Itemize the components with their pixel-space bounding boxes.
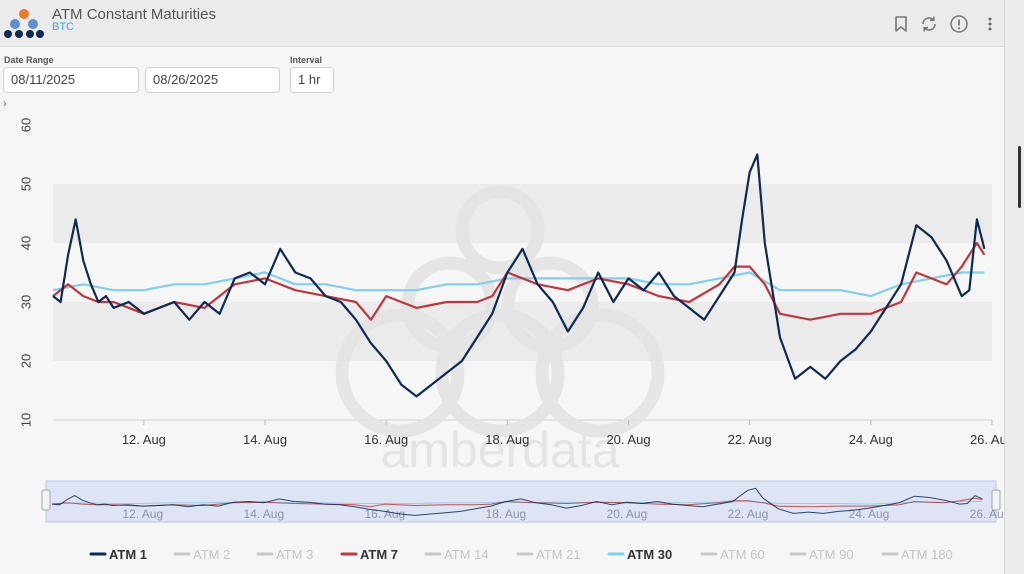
widget-title: ATM Constant Maturities [52,6,216,23]
legend-item-atm-90[interactable]: ATM 90 [789,547,854,562]
navigator[interactable]: 12. Aug 14. Aug 16. Aug 18. Aug 20. Aug 22. A… [41,480,1004,523]
interval-select[interactable]: 1 hr [290,67,334,93]
y-tick-label: 50 [18,177,33,191]
more-vertical-icon[interactable] [980,14,1000,34]
y-tick-label: 10 [18,413,33,427]
navigator-tick-label: 14. Aug [243,507,284,521]
legend-label: ATM 60 [720,547,765,562]
legend-label: ATM 30 [627,547,672,562]
y-tick-label: 30 [18,295,33,309]
series-lines [52,153,986,398]
series-line-atm-1 [52,153,986,398]
bookmark-icon[interactable] [891,14,911,34]
y-tick-label: 20 [18,354,33,368]
refresh-icon[interactable] [919,14,939,34]
legend-item-atm-14[interactable]: ATM 14 [424,547,489,562]
info-icon[interactable] [949,14,969,34]
legend-label: ATM 21 [536,547,581,562]
legend: ATM 1 ATM 2 ATM 3 ATM 7 ATM 14 ATM 21 ATM 30 AT… [89,547,953,562]
start-date-input[interactable]: 08/11/2025 [3,67,139,93]
legend-label: ATM 3 [276,547,313,562]
interval-label: Interval [290,55,323,65]
navigator-handle-left[interactable] [41,489,51,511]
x-tick-label: 22. Aug [728,432,772,447]
end-date-input[interactable]: 08/26/2025 [145,67,280,93]
x-tick-label: 16. Aug [364,432,408,447]
legend-item-atm-2[interactable]: ATM 2 [173,547,230,562]
legend-label: ATM 2 [193,547,230,562]
legend-item-atm-21[interactable]: ATM 21 [516,547,581,562]
x-tick-label: 20. Aug [606,432,650,447]
card-header: ATM Constant Maturities BTC [0,0,1004,47]
x-tick-label: 14. Aug [243,432,287,447]
navigator-tick-label: 24. Aug [849,507,890,521]
legend-item-atm-1[interactable]: ATM 1 [89,547,147,562]
x-axis: 12. Aug 14. Aug 16. Aug 18. Aug 20. Aug 22. A… [122,420,1004,447]
grid-band [53,361,992,420]
page-scrollbar[interactable] [1018,146,1021,208]
y-tick-label: 40 [18,236,33,250]
legend-item-atm-3[interactable]: ATM 3 [256,547,313,562]
y-axis: 10 20 30 40 50 60 [18,118,33,427]
legend-label: ATM 14 [444,547,489,562]
legend-item-atm-7[interactable]: ATM 7 [340,547,398,562]
navigator-tick-label: 12. Aug [122,507,163,521]
legend-label: ATM 90 [809,547,854,562]
y-tick-label: 60 [18,118,33,132]
asset-subtitle: BTC [52,21,74,33]
legend-label: ATM 180 [901,547,953,562]
legend-label: ATM 1 [109,547,147,562]
legend-label: ATM 7 [360,547,398,562]
x-tick-label: 26. Aug [970,432,1004,447]
grid-band [53,125,992,184]
legend-item-atm-180[interactable]: ATM 180 [881,547,953,562]
navigator-tick-label: 22. Aug [728,507,769,521]
date-range-label: Date Range [4,55,54,65]
x-tick-label: 18. Aug [485,432,529,447]
navigator-tick-label: 20. Aug [607,507,648,521]
x-tick-label: 12. Aug [122,432,166,447]
watermark-text: amberdata [380,422,619,478]
legend-item-atm-60[interactable]: ATM 60 [700,547,765,562]
atm-volatility-chart: amberdata 10 20 30 40 50 60 12. Aug 14. Aug 16.… [18,118,1004,562]
x-tick-label: 24. Aug [849,432,893,447]
navigator-selection[interactable] [45,480,997,523]
navigator-tick-label: 18. Aug [486,507,527,521]
amberdata-logo-icon [4,9,44,38]
chevron-right-icon[interactable]: › [3,98,7,110]
navigator-handle-right[interactable] [991,489,1001,511]
navigator-line-atm-1 [51,487,983,516]
legend-item-atm-30[interactable]: ATM 30 [607,547,672,562]
